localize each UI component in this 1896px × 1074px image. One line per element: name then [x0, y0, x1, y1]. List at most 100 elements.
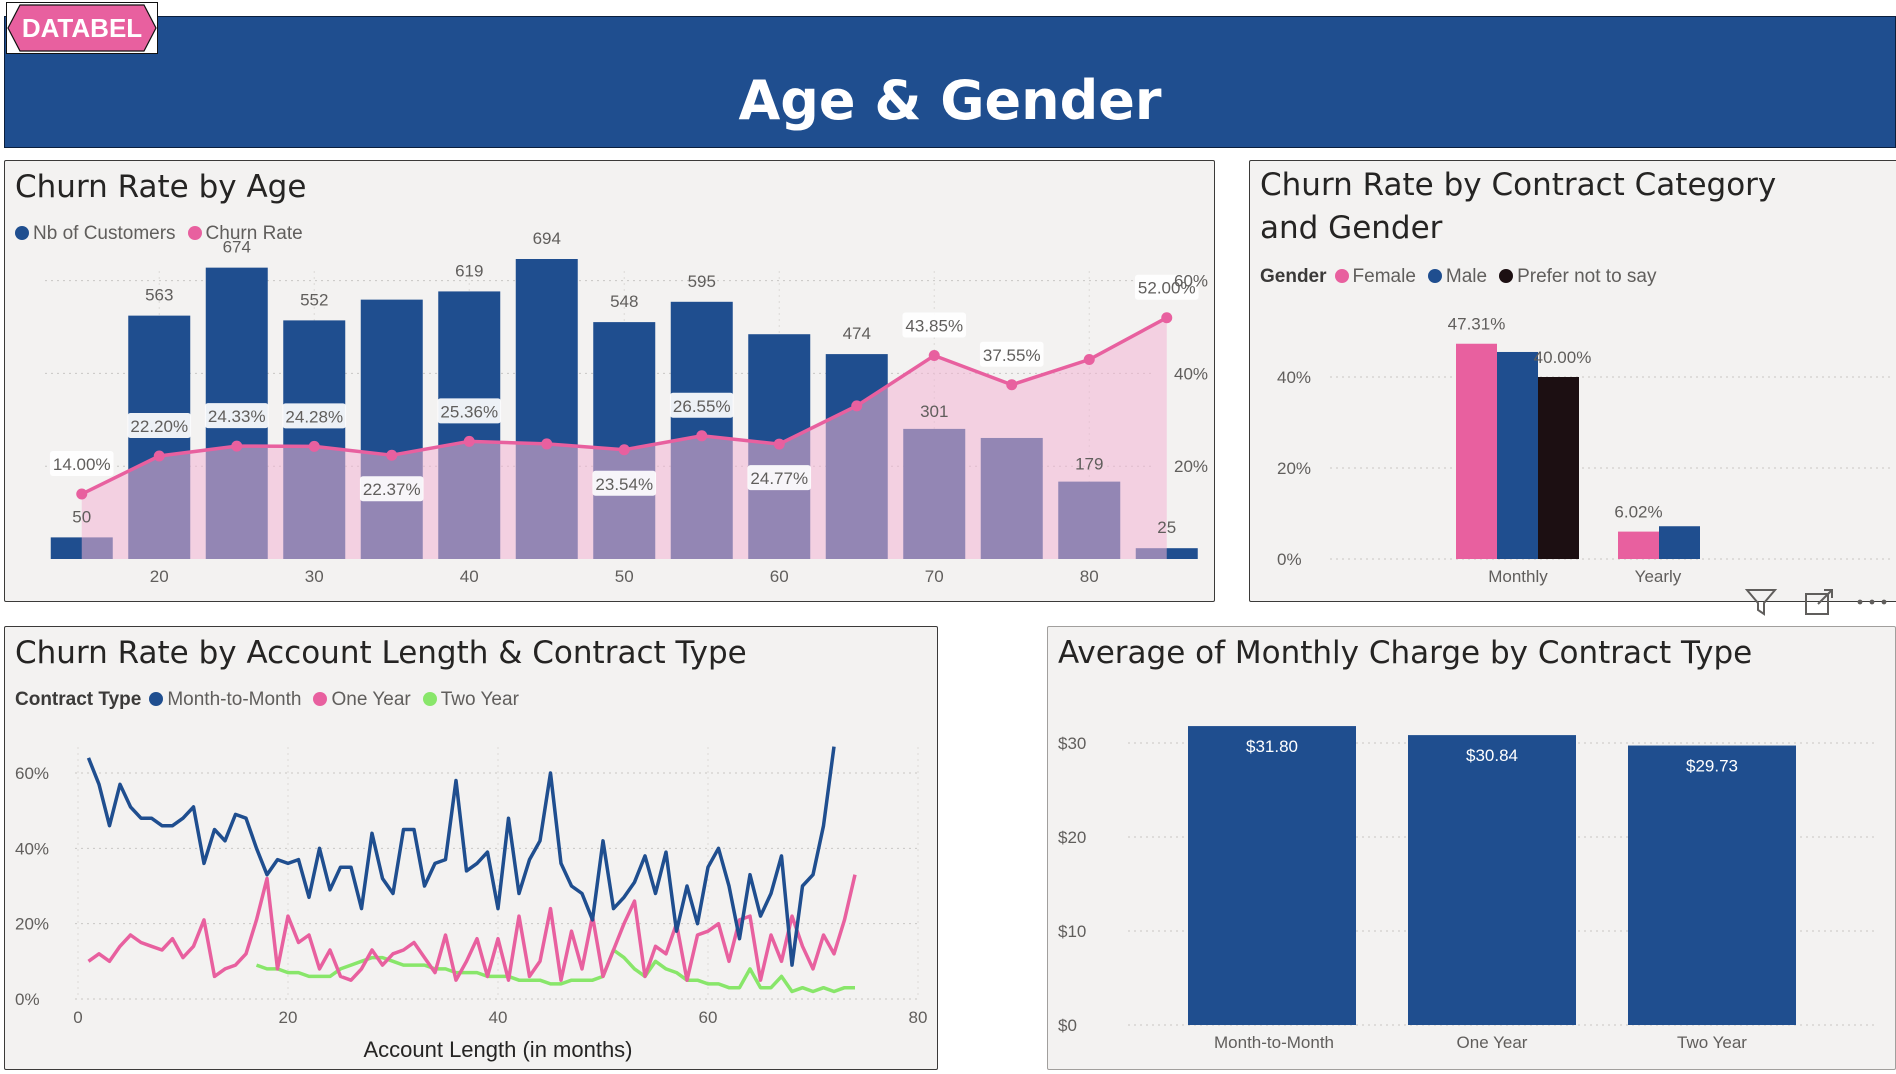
y-tick-label: 20% [1174, 457, 1208, 476]
bar-label: $29.73 [1686, 757, 1738, 776]
bar-label: $31.80 [1246, 737, 1298, 756]
data-label-bg [592, 470, 657, 496]
x-tick-label: 80 [909, 1008, 928, 1027]
more-options-icon[interactable] [1852, 586, 1892, 618]
bar-label: 47.31% [1448, 315, 1506, 334]
y-tick-label: $10 [1058, 922, 1086, 941]
panel-churn-by-account-length[interactable]: Churn Rate by Account Length & Contract … [4, 626, 938, 1070]
bar-label: 474 [843, 324, 871, 343]
bar-label: 619 [455, 261, 483, 280]
legend-item: Male [1427, 266, 1487, 287]
legend-item: Female [1334, 266, 1416, 287]
bar-label: 552 [300, 290, 328, 309]
x-tick-label: 70 [925, 567, 944, 586]
y-tick-label: $0 [1058, 1016, 1077, 1035]
data-label-bg [359, 476, 424, 502]
y-tick-label: 40% [1277, 368, 1311, 387]
data-label: 14.00% [53, 455, 111, 474]
chart-legend: Gender Female Male Prefer not to say [1260, 266, 1657, 287]
x-tick-label: 30 [305, 567, 324, 586]
churn-point [618, 444, 630, 456]
series-line-two-year [255, 948, 855, 994]
focus-mode-icon[interactable] [1802, 586, 1836, 618]
churn-point [1083, 353, 1095, 365]
x-tick-label: 50 [615, 567, 634, 586]
churn-point [463, 435, 475, 447]
y-tick-label: 0% [1277, 550, 1302, 569]
chart-legend: Nb of Customers Churn Rate [15, 223, 315, 245]
bar-label: 40.00% [1534, 348, 1592, 367]
data-label: 26.55% [673, 397, 731, 416]
data-label-bg [669, 392, 734, 418]
data-label: 24.77% [750, 469, 808, 488]
age-chart: 50 563 674 552 619 694 548 595 474 301 179 25 14.00%… [45, 229, 1208, 586]
churn-point [153, 450, 165, 462]
panel-churn-by-age[interactable]: Churn Rate by Age Nb of Customers Churn R… [4, 160, 1215, 602]
y-tick-label: 60% [15, 764, 49, 783]
chart-legend: Contract Type Month-to-Month One Year Two Y… [15, 689, 519, 710]
data-label: 37.55% [983, 346, 1041, 365]
x-tick-label: 40 [489, 1008, 508, 1027]
x-tick-label: 80 [1080, 567, 1099, 586]
series-line-month-to-month [86, 746, 836, 967]
churn-point [851, 400, 863, 412]
data-label-bg [437, 398, 502, 424]
panel-title: Churn Rate by Account Length & Contract … [15, 635, 747, 671]
churn-point [696, 430, 708, 442]
data-label-bg [49, 451, 114, 477]
churn-point [386, 449, 398, 461]
svg-text:DATABEL: DATABEL [22, 13, 142, 43]
churn-point [308, 440, 320, 452]
bar-label: 674 [223, 238, 251, 257]
account-length-chart: 0% 20% 40% 60% 0 20 40 60 80 Account Length (in m… [15, 746, 928, 1062]
data-label-bg [1134, 274, 1199, 300]
churn-point [541, 438, 553, 450]
panel-monthly-charge[interactable]: Average of Monthly Charge by Contract Ty… [1047, 626, 1896, 1070]
x-tick-label: Yearly [1635, 567, 1682, 586]
series-line-one-year [87, 874, 857, 982]
x-tick-label: 40 [460, 567, 479, 586]
churn-point [773, 438, 785, 450]
legend-item: Nb of Customers [15, 223, 176, 244]
panel-churn-by-contract-gender[interactable]: Churn Rate by Contract Category and Gend… [1249, 160, 1896, 602]
filter-icon[interactable] [1744, 586, 1778, 618]
data-label: 52.00% [1138, 279, 1196, 298]
x-tick-label: 20 [279, 1008, 298, 1027]
data-label-bg [902, 312, 967, 338]
data-label: 24.33% [208, 407, 266, 426]
data-label: 24.28% [285, 407, 343, 426]
y-tick-label: $20 [1058, 828, 1086, 847]
bar-label: $30.84 [1466, 746, 1518, 765]
data-label: 23.54% [595, 475, 653, 494]
y-tick-label: 0% [15, 990, 40, 1009]
panel-title: Churn Rate by Contract Category and Gend… [1260, 167, 1777, 246]
panel-title: Average of Monthly Charge by Contract Ty… [1058, 635, 1753, 671]
legend-item: Month-to-Month [149, 689, 301, 710]
gender-bar [1456, 343, 1497, 559]
y-tick-label: 40% [15, 839, 49, 858]
header-banner: Age & Gender [4, 16, 1896, 148]
data-label: 22.37% [363, 480, 421, 499]
x-tick-label: 60 [699, 1008, 718, 1027]
data-label-bg [979, 341, 1044, 367]
y-tick-label: 20% [1277, 459, 1311, 478]
y-tick-label: 40% [1174, 364, 1208, 383]
legend-item: Churn Rate [187, 223, 303, 244]
bar-label: 563 [145, 286, 173, 305]
bar-label: 595 [688, 272, 716, 291]
data-label: 43.85% [905, 317, 963, 336]
x-tick-label: 0 [73, 1008, 82, 1027]
bar-label: 6.02% [1614, 503, 1662, 522]
churn-point [231, 440, 243, 452]
churn-point [928, 350, 940, 362]
gender-bar [1497, 351, 1538, 559]
x-tick-label: 60 [770, 567, 789, 586]
legend-item: One Year [313, 689, 411, 710]
data-label-bg [747, 465, 812, 491]
bar-label: 301 [920, 402, 948, 421]
bar-label: 548 [610, 292, 638, 311]
bar-label: 25 [1157, 518, 1176, 537]
charge-bar [1408, 735, 1576, 1025]
bar-label: 50 [72, 507, 91, 526]
legend-item: Two Year [422, 689, 519, 710]
